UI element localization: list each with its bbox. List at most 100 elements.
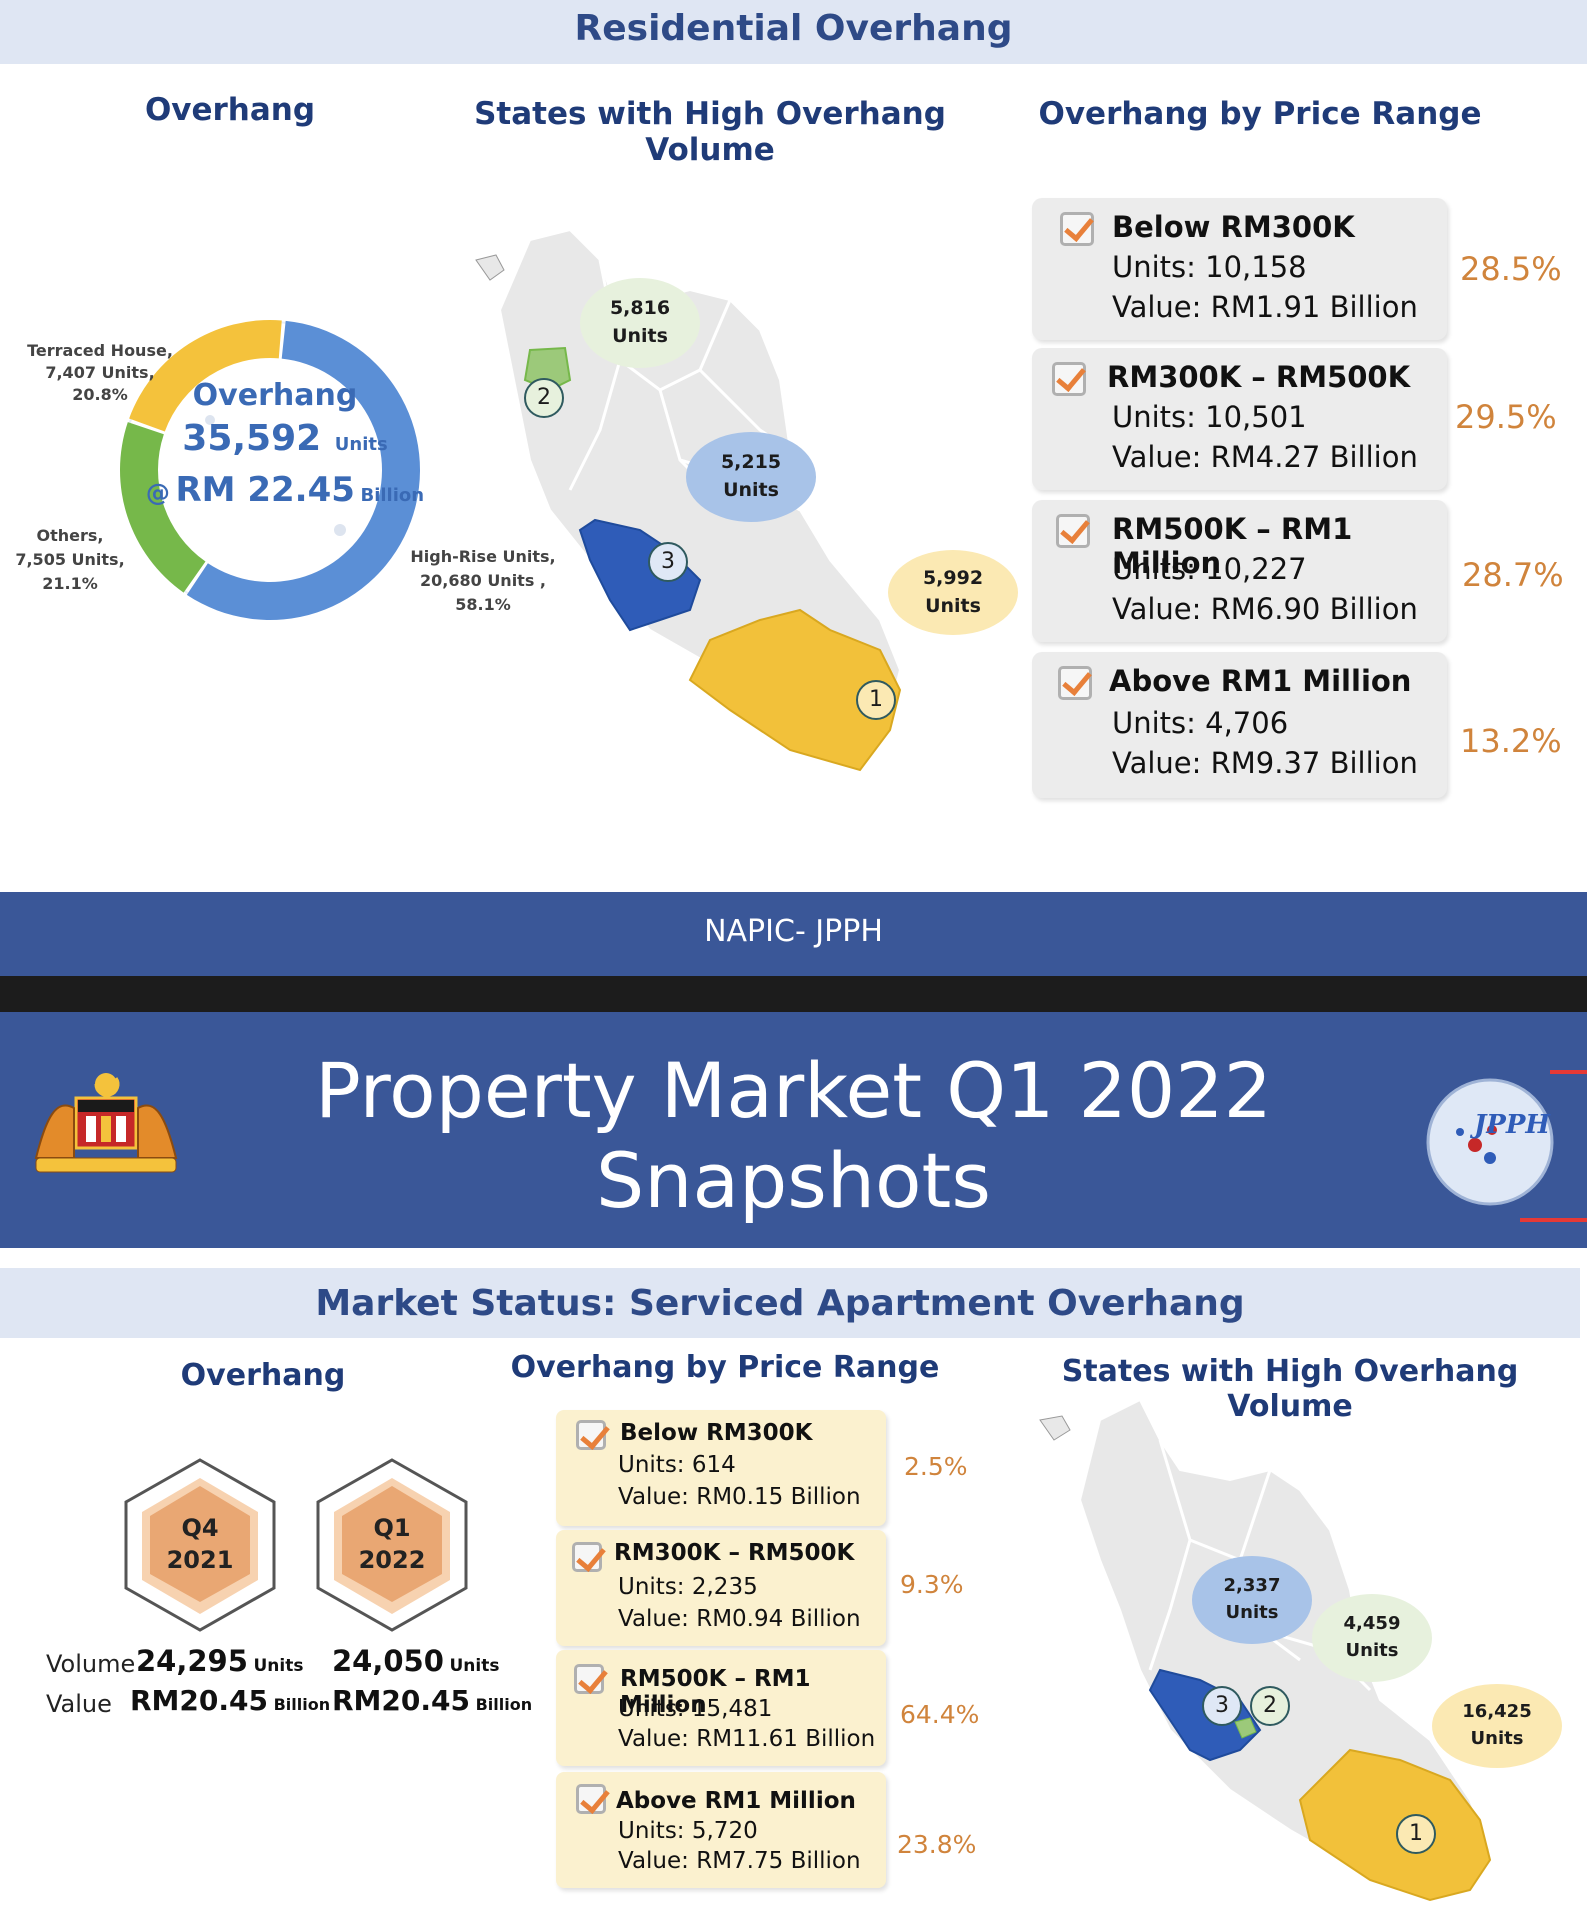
serviced-overhang-title: Overhang (180, 1358, 346, 1393)
donut-value-prefix: @ (145, 479, 170, 507)
map1-bubble-rank2-value: 5,816 (609, 297, 671, 319)
checkbox-icon (1060, 212, 1094, 246)
jpph-globe (1426, 1078, 1554, 1206)
checkbox-icon (1056, 514, 1090, 548)
label-terraced-line1: Terraced House, (27, 341, 173, 360)
srv-price-card-3: RM500K – RM1 Million Units: 15,481 Value… (556, 1650, 886, 1766)
hero-banner (0, 1012, 1587, 1248)
q1-value-unit: Billion (475, 1695, 533, 1714)
map2-bubble-rank1: 16,425 Units (1432, 1684, 1562, 1768)
map1-bubble-rank1: 5,992 Units (888, 550, 1018, 635)
res-price-units: Units: 4,706 (1112, 706, 1289, 740)
srv-price-heading: Above RM1 Million (616, 1788, 856, 1814)
hexagon-q4 (124, 1458, 276, 1632)
checkbox-icon (1052, 362, 1086, 396)
label-highrise: High-Rise Units, 20,680 Units , 58.1% (408, 545, 558, 617)
map-state-rank1 (688, 608, 902, 772)
map2-bubble-rank2: 4,459 Units (1312, 1594, 1432, 1682)
label-highrise-line3: 58.1% (455, 595, 511, 614)
emblem-crescent (94, 1077, 120, 1097)
res-price-heading: Above RM1 Million (1109, 664, 1412, 698)
jpph-dot (1484, 1152, 1496, 1164)
srv-price-pct: 9.3% (900, 1570, 964, 1599)
map1-bubble-rank1-unit: Units (925, 595, 981, 617)
jpph-logo (1426, 1070, 1587, 1222)
res-price-pct: 29.5% (1455, 398, 1557, 436)
hexagon-fill (150, 1486, 250, 1602)
donut-value: RM 22.45 (175, 470, 355, 510)
serviced-states-title: States with High Overhang Volume (1061, 1354, 1519, 1424)
map2-rank3-marker: 3 (1202, 1686, 1242, 1726)
srv-price-units: Units: 15,481 (618, 1696, 773, 1722)
srv-price-card-4: Above RM1 Million Units: 5,720 Value: RM… (556, 1772, 886, 1888)
label-terraced: Terraced House, 7,407 Units, 20.8% (20, 340, 180, 406)
q4-value: RM20.45 Billion (130, 1684, 330, 1717)
res-price-card-1: Below RM300K Units: 10,158 Value: RM1.91… (1032, 198, 1447, 340)
donut-center-value: @ RM 22.45 Billion (140, 470, 430, 510)
srv-price-heading: RM500K – RM1 Million (620, 1666, 811, 1718)
q1-volume-value: 24,050 (332, 1644, 444, 1678)
checkbox-icon (572, 1542, 602, 1572)
q4-year: 2021 (166, 1546, 234, 1574)
srv-price-units: Units: 614 (618, 1452, 736, 1478)
label-others-line3: 21.1% (42, 574, 98, 593)
map1-bubble-rank2: 5,816 Units (580, 278, 700, 368)
map1-rank3-marker: 3 (648, 542, 688, 582)
hexagon-outline (124, 1458, 276, 1632)
map1-bubble-rank3-unit: Units (723, 479, 779, 501)
map-borders (568, 259, 801, 512)
checkbox-icon (576, 1420, 606, 1450)
emblem-scroll (35, 1157, 177, 1173)
checkbox-icon (576, 1784, 606, 1814)
srv-price-pct: 64.4% (900, 1700, 980, 1729)
serviced-banner-title: Market Status: Serviced Apartment Overha… (315, 1283, 1245, 1324)
map-island (475, 254, 505, 281)
q4-volume: 24,295 Units (136, 1644, 303, 1678)
overhang-donut-chart (119, 320, 420, 620)
emblem-shield-top (78, 1100, 134, 1112)
label-others-line2: 7,505 Units, (15, 550, 125, 569)
srv-price-heading: RM300K – RM500K (614, 1540, 855, 1566)
volume-label: Volume (46, 1650, 136, 1678)
res-price-value: Value: RM1.91 Billion (1112, 290, 1418, 324)
q4-volume-unit: Units (253, 1656, 304, 1676)
res-price-card-2: RM300K – RM500K Units: 10,501 Value: RM4… (1032, 348, 1447, 490)
q1-volume: 24,050 Units (332, 1644, 499, 1678)
checkbox-icon (574, 1664, 604, 1694)
hero-title-line1: Property Market Q1 2022 (315, 1046, 1272, 1135)
srv-price-card-1: Below RM300K Units: 614 Value: RM0.15 Bi… (556, 1410, 886, 1526)
donut-decor-dot (334, 524, 346, 536)
srv-price-value: Value: RM0.15 Billion (618, 1484, 861, 1510)
map1-bubble-rank2-unit: Units (612, 325, 668, 347)
res-price-card-3: RM500K – RM1 Million Units: 10,227 Value… (1032, 500, 1447, 642)
donut-slice-high-rise-units (186, 320, 420, 620)
emblem-panel (116, 1116, 126, 1142)
res-price-heading: RM300K – RM500K (1107, 360, 1411, 394)
map2-bubble-rank1-value: 16,425 (1462, 1701, 1532, 1722)
hero-title-line2: Snapshots (596, 1136, 991, 1225)
map2-bubble-rank1-unit: Units (1470, 1728, 1524, 1749)
q1-value-amount: RM20.45 (332, 1684, 470, 1717)
map2-bubble-rank3-value: 2,337 (1223, 1575, 1281, 1596)
jpph-dot (1468, 1138, 1482, 1152)
srv-price-card-2: RM300K – RM500K Units: 2,235 Value: RM0.… (556, 1530, 886, 1646)
donut-value-unit: Billion (360, 485, 425, 506)
jpph-logo-text: JPPH (1474, 1110, 1550, 1140)
peninsular-map-serviced (1039, 1400, 1492, 1902)
q4-value-amount: RM20.45 (130, 1684, 268, 1717)
q4-value-unit: Billion (273, 1695, 331, 1714)
donut-center-label: Overhang (192, 378, 358, 413)
hexagon-fill (342, 1486, 442, 1602)
map2-bubble-rank2-value: 4,459 (1343, 1613, 1401, 1634)
donut-decor-dot (205, 415, 215, 425)
emblem-panel (101, 1116, 111, 1142)
residential-banner-title: Residential Overhang (574, 8, 1013, 49)
donut-units-word: Units (334, 434, 388, 455)
map1-bubble-rank3: 5,215 Units (686, 432, 816, 522)
serviced-banner (0, 1268, 1580, 1338)
donut-slice-others (129, 320, 282, 432)
map-island (1039, 1415, 1071, 1441)
map2-bubble-rank3: 2,337 Units (1192, 1556, 1312, 1644)
serviced-price-title: Overhang by Price Range (510, 1350, 940, 1385)
